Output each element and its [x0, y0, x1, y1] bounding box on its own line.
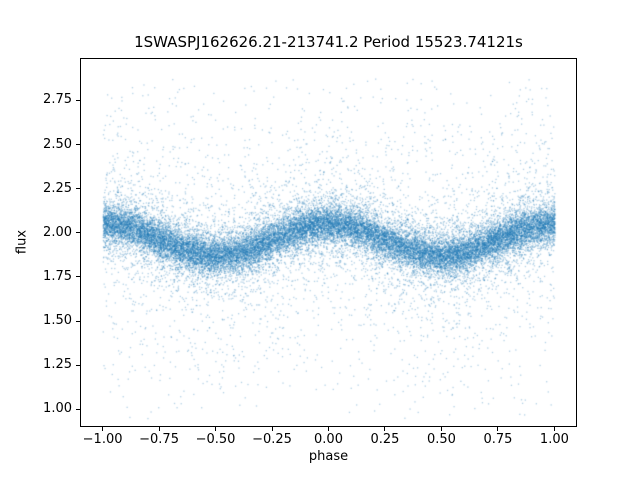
x-tick-label: 0.50 — [426, 432, 456, 447]
y-tick-label: 2.75 — [43, 92, 72, 108]
x-tick-mark — [553, 427, 555, 431]
x-axis-label: phase — [308, 449, 349, 464]
y-tick-label: 2.25 — [43, 180, 72, 196]
x-tick-mark — [497, 427, 499, 431]
x-tick-mark — [384, 427, 386, 431]
x-tick-mark — [440, 427, 442, 431]
y-tick-label: 1.75 — [43, 268, 72, 284]
x-tick-label: 1.00 — [539, 432, 569, 447]
x-tick-label: −1.00 — [82, 432, 123, 447]
y-tick-label: 2.50 — [43, 136, 72, 152]
y-tick-mark — [76, 408, 80, 410]
x-tick-mark — [328, 427, 329, 431]
y-tick-mark — [76, 99, 80, 101]
x-tick-label: 0.00 — [314, 432, 343, 447]
y-tick-label: 1.50 — [43, 313, 72, 329]
x-tick-mark — [271, 427, 273, 431]
y-tick-mark — [76, 276, 80, 278]
y-tick-label: 1.25 — [43, 357, 72, 373]
x-tick-label: 0.75 — [483, 432, 513, 447]
y-tick-mark — [76, 364, 80, 366]
x-tick-mark — [158, 427, 160, 431]
x-tick-label: 0.25 — [370, 432, 400, 447]
x-tick-label: −0.75 — [139, 432, 179, 447]
scatter-points-canvas — [80, 58, 577, 427]
y-tick-label: 2.00 — [43, 224, 72, 240]
y-tick-label: 1.00 — [43, 401, 72, 417]
x-tick-label: −0.50 — [195, 432, 236, 447]
y-tick-mark — [76, 144, 80, 145]
x-tick-mark — [215, 427, 217, 431]
x-tick-mark — [102, 427, 104, 431]
y-tick-mark — [76, 320, 80, 322]
chart-title: 1SWASPJ162626.21-213741.2 Period 15523.7… — [134, 33, 523, 51]
y-tick-mark — [76, 232, 80, 234]
x-tick-label: −0.25 — [252, 432, 292, 447]
y-tick-mark — [76, 188, 80, 190]
